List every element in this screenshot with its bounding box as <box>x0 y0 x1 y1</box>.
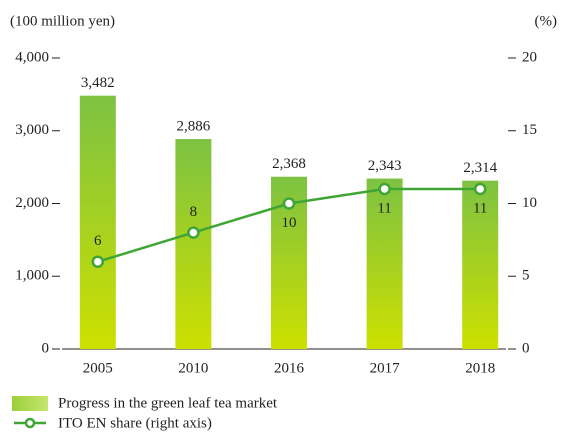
y2-tick-label: 5 <box>522 268 530 284</box>
y2-tick-label: 10 <box>522 195 537 211</box>
legend-swatch <box>12 396 48 411</box>
y-tick-label: 0 <box>42 340 50 356</box>
x-tick-label: 2017 <box>370 360 401 376</box>
share-marker <box>473 182 487 196</box>
bar <box>366 178 403 349</box>
legend-label: ITO EN share (right axis) <box>58 415 212 431</box>
y2-tick-label: 20 <box>522 49 537 65</box>
bar-value-label: 2,343 <box>368 158 402 174</box>
share-value-label: 8 <box>190 204 198 220</box>
x-tick-label: 2005 <box>83 360 113 376</box>
share-value-label: 6 <box>94 233 102 249</box>
share-value-label: 11 <box>377 200 391 216</box>
share-value-label: 10 <box>282 215 297 231</box>
bar-value-label: 3,482 <box>81 75 115 91</box>
share-marker <box>187 226 200 239</box>
bar <box>462 180 499 349</box>
bar-value-label: 2,314 <box>463 160 497 176</box>
bar <box>175 139 212 349</box>
legend-marker <box>24 417 36 429</box>
x-tick-label: 2018 <box>465 360 495 376</box>
y-tick-label: 2,000 <box>15 195 49 211</box>
bar <box>79 95 116 349</box>
legend-label: Progress in the green leaf tea market <box>58 395 278 411</box>
y2-tick-label: 0 <box>522 340 530 356</box>
y-tick-label: 3,000 <box>15 122 49 138</box>
y2-axis-label: (%) <box>535 13 558 29</box>
bar-value-label: 2,368 <box>272 156 306 172</box>
y2-tick-label: 15 <box>522 122 537 138</box>
bar-value-label: 2,886 <box>177 118 211 134</box>
share-marker <box>282 197 296 210</box>
share-marker <box>378 182 391 196</box>
x-tick-label: 2010 <box>178 360 208 376</box>
x-tick-label: 2016 <box>274 360 305 376</box>
y-axis-label: (100 million yen) <box>10 13 115 29</box>
share-marker <box>91 255 105 268</box>
y-tick-label: 1,000 <box>15 268 49 284</box>
y-tick-label: 4,000 <box>15 49 49 65</box>
share-value-label: 11 <box>473 200 487 216</box>
